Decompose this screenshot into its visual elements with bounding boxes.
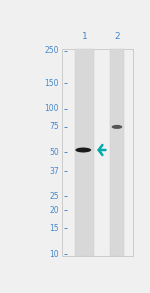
Text: 1: 1 [82,32,87,41]
Ellipse shape [112,125,122,129]
Ellipse shape [75,147,91,152]
Text: 20: 20 [49,206,59,215]
Text: 150: 150 [44,79,59,88]
Text: 2: 2 [114,32,120,41]
Bar [62,49,133,256]
Text: 250: 250 [44,47,59,55]
Text: 25: 25 [49,192,59,201]
Text: 50: 50 [49,148,59,157]
Bar [75,49,94,256]
Text: 75: 75 [49,122,59,131]
Text: 37: 37 [49,167,59,176]
Bar [110,49,124,256]
Text: 10: 10 [49,250,59,258]
Text: 15: 15 [49,224,59,233]
Text: 100: 100 [44,104,59,113]
